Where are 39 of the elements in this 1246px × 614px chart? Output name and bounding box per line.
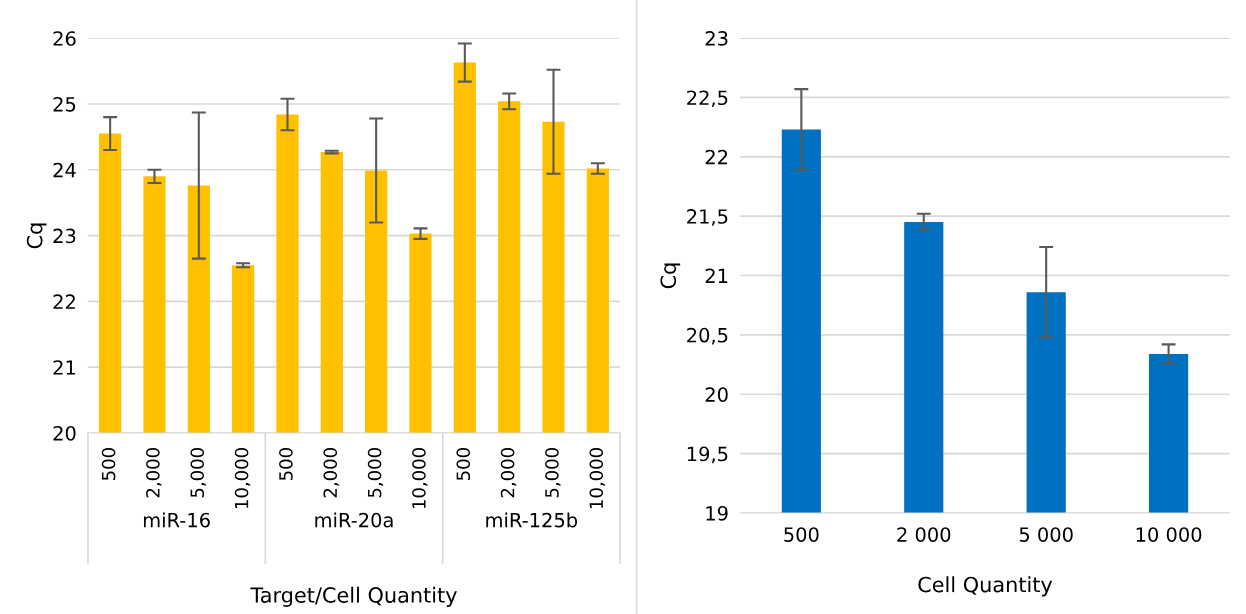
x-tick-label: 500 (279, 448, 293, 480)
y-tick-label: 22 (705, 149, 728, 165)
text: miR-20a (315, 512, 393, 528)
x-tick-label: 500 (101, 448, 116, 480)
x-tick-label: 5,000 (367, 448, 384, 498)
x-axis-title: Target/Cell Quantity (250, 586, 457, 607)
x-tick-label: 2,000 (500, 448, 517, 498)
x-tick-label: 10 000 (1136, 527, 1202, 542)
x-tick-label: 500 (784, 527, 819, 542)
x-tick-label: 10,000 (234, 448, 251, 509)
x-tick-label: 2,000 (323, 448, 339, 498)
x-tick-label: 5,000 (190, 448, 206, 498)
y-axis-title: Cq (660, 263, 681, 289)
y-tick-label: 22,5 (687, 90, 728, 108)
y-tick-label: 22 (53, 294, 75, 309)
x-axis-title: Cell Quantity (918, 576, 1053, 597)
y-tick-label: 25 (53, 96, 76, 112)
y-tick-label: 24 (53, 162, 76, 178)
y-axis-title: Cq (26, 223, 47, 249)
y-tick-label: 20,5 (687, 327, 728, 345)
y-tick-label: 21 (705, 268, 728, 283)
y-tick-label: 21,5 (687, 209, 728, 226)
y-tick-label: 21 (53, 360, 76, 375)
y-tick-label: 26 (53, 31, 76, 46)
x-tick-label: 2,000 (146, 448, 162, 498)
x-tick-label: 500 (456, 448, 471, 480)
x-tick-label: 5,000 (545, 448, 561, 498)
x-tick-label: 10,000 (589, 448, 605, 509)
x-tick-label: 2 000 (897, 527, 951, 542)
y-tick-label: 20 (53, 425, 76, 441)
text: miR-16 (143, 512, 210, 528)
y-tick-label: 20 (705, 387, 728, 402)
y-tick-label: 19,5 (687, 446, 728, 464)
y-tick-label: 19 (706, 505, 728, 521)
text: miR-125b (486, 512, 578, 528)
y-tick-label: 23 (53, 228, 76, 244)
y-tick-label: 23 (705, 31, 728, 46)
x-tick-label: 5 000 (1019, 527, 1073, 542)
x-tick-label: 10,000 (412, 448, 428, 509)
